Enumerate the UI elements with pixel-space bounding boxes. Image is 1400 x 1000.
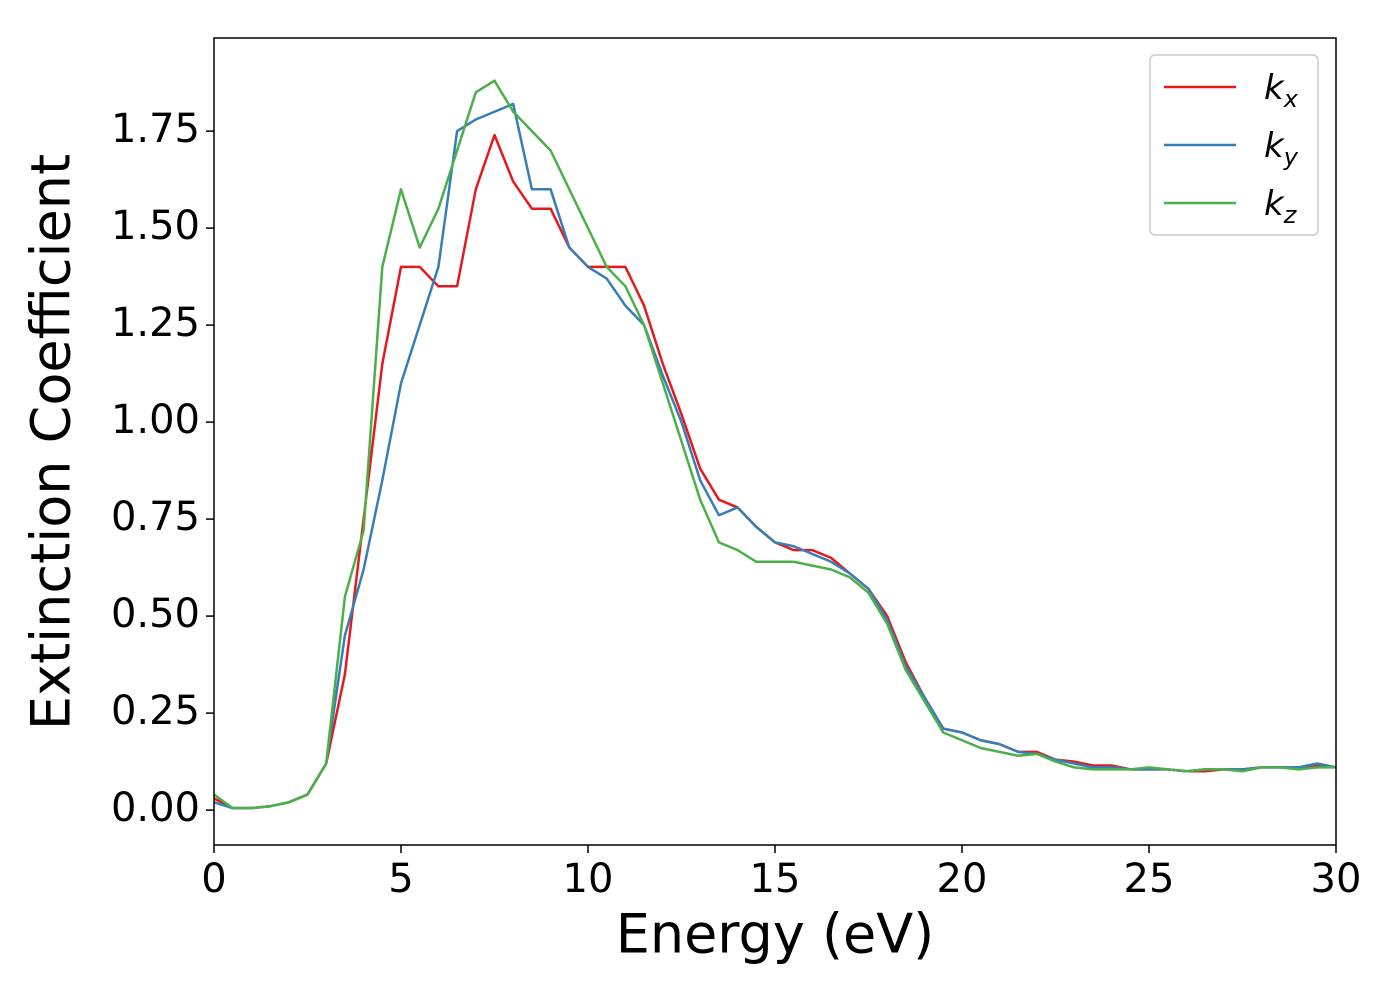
- legend-label: kx: [1264, 68, 1299, 113]
- y-tick-label: 0.75: [111, 494, 200, 540]
- legend-label: kz: [1264, 184, 1298, 229]
- legend-label: ky: [1264, 126, 1299, 171]
- x-tick-label: 30: [1311, 856, 1362, 902]
- plot-frame: [213, 37, 1337, 846]
- x-tick-label: 0: [201, 856, 226, 902]
- y-tick-label: 0.00: [111, 785, 200, 831]
- y-tick-label: 1.00: [111, 397, 200, 443]
- y-axis-label: Extinction Coefficient: [20, 154, 83, 730]
- legend: kx ky kz: [1149, 54, 1319, 236]
- x-axis-label: Energy (eV): [616, 903, 935, 966]
- x-tick-label: 5: [388, 856, 413, 902]
- y-tick-label: 0.25: [111, 688, 200, 734]
- y-tick-label: 0.50: [111, 591, 200, 637]
- x-tick-label: 15: [750, 856, 801, 902]
- y-tick-label: 1.75: [111, 106, 200, 152]
- series-line: [214, 133, 1336, 810]
- series-line: [214, 102, 1336, 810]
- x-tick-label: 10: [563, 856, 614, 902]
- x-tick-label: 20: [937, 856, 988, 902]
- series-line: [214, 79, 1336, 810]
- x-tick-label: 25: [1124, 856, 1175, 902]
- y-tick-label: 1.25: [111, 300, 200, 346]
- y-tick-label: 1.50: [111, 203, 200, 249]
